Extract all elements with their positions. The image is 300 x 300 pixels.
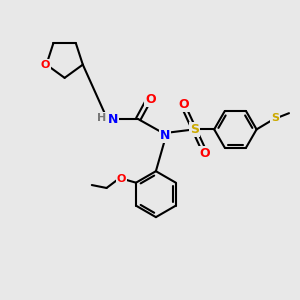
Text: O: O	[40, 60, 50, 70]
Text: S: S	[190, 123, 199, 136]
Text: O: O	[117, 174, 126, 184]
Text: N: N	[160, 129, 170, 142]
Text: O: O	[178, 98, 189, 111]
Text: N: N	[107, 112, 118, 126]
Text: O: O	[199, 147, 210, 160]
Text: H: H	[98, 112, 106, 123]
Text: S: S	[271, 113, 279, 124]
Text: O: O	[145, 93, 156, 106]
